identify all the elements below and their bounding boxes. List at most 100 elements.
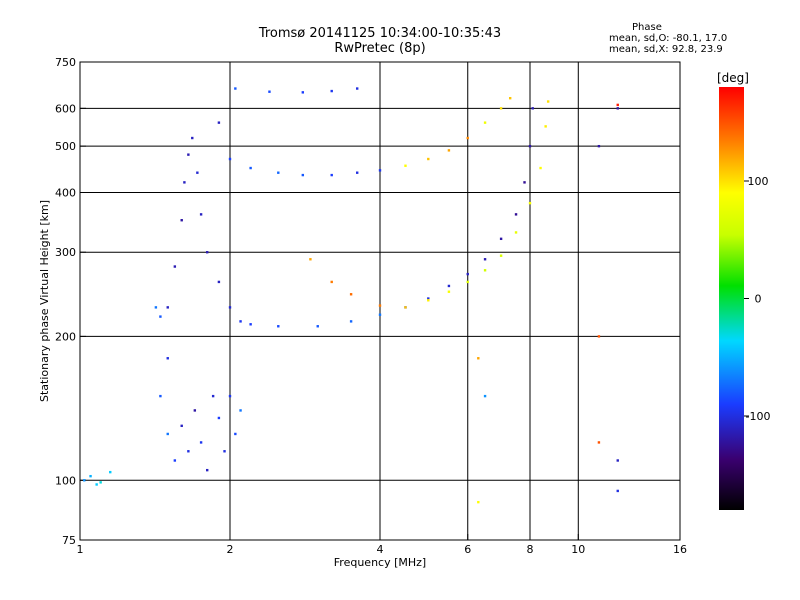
data-point: [466, 280, 469, 284]
data-point: [234, 87, 237, 90]
y-tick-label: 500: [55, 140, 76, 153]
x-tick-label: 4: [377, 543, 384, 556]
data-point: [483, 258, 487, 261]
y-tick-label: 100: [55, 474, 76, 487]
data-point: [223, 450, 226, 453]
y-tick-label: 750: [55, 56, 76, 69]
data-point: [355, 171, 359, 174]
data-point: [427, 157, 430, 161]
chart-title: Tromsø 20141125 10:34:00-10:35:43: [258, 26, 502, 41]
data-point: [466, 136, 469, 140]
data-point: [301, 91, 305, 94]
data-point: [109, 470, 112, 474]
data-point: [477, 357, 480, 360]
chart-subtitle: RwPretec (8p): [334, 41, 426, 56]
x-tick-label: 10: [571, 543, 585, 556]
data-point: [499, 107, 503, 110]
data-point: [483, 121, 487, 124]
data-point: [83, 479, 86, 482]
data-point: [447, 284, 451, 288]
data-point: [316, 325, 319, 328]
data-point: [597, 441, 601, 444]
data-point: [477, 500, 480, 504]
data-point: [234, 432, 237, 436]
colorbar-ticks: 100 0 -100: [744, 175, 770, 423]
x-tick-label: 16: [673, 543, 687, 556]
data-point: [616, 103, 619, 107]
data-point: [277, 325, 280, 328]
data-point: [249, 166, 252, 170]
data-point: [597, 335, 601, 338]
data-point: [193, 409, 197, 412]
data-point: [531, 107, 534, 110]
data-point: [499, 254, 503, 257]
x-axis-label: Frequency [MHz]: [334, 556, 426, 569]
data-point: [239, 409, 242, 412]
y-tick-label: 300: [55, 246, 76, 259]
data-point: [166, 306, 169, 309]
data-point: [277, 171, 280, 174]
x-tick-label: 2: [227, 543, 234, 556]
data-point: [447, 149, 451, 152]
phase-o-stats: mean, sd,O: -80.1, 17.0: [609, 33, 728, 44]
data-point: [330, 89, 333, 93]
data-point: [173, 459, 177, 462]
colorbar-tick-label: -100: [746, 410, 771, 423]
colorbar-label: [deg]: [717, 71, 749, 85]
data-point: [466, 272, 469, 276]
data-point: [499, 237, 503, 241]
data-point: [427, 299, 430, 302]
data-point: [166, 432, 169, 436]
data-point: [205, 251, 209, 254]
data-point: [616, 107, 619, 110]
data-point: [349, 320, 353, 323]
data-point: [514, 231, 518, 234]
data-point: [228, 394, 232, 398]
data-point: [159, 315, 162, 318]
data-point: [349, 293, 353, 296]
data-point: [239, 320, 242, 323]
data-point: [99, 481, 102, 484]
data-point: [514, 213, 518, 216]
data-point: [330, 173, 333, 177]
phase-x-stats: mean, sd,X: 92.8, 23.9: [609, 44, 723, 55]
x-tick-label: 8: [527, 543, 534, 556]
phase-heading: Phase: [632, 22, 662, 33]
data-point: [483, 394, 487, 398]
y-tick-label: 75: [62, 534, 76, 547]
y-tick-label: 200: [55, 330, 76, 343]
data-point: [539, 166, 542, 170]
data-point: [355, 87, 359, 90]
data-point: [217, 121, 221, 124]
data-point: [205, 468, 209, 472]
data-point: [196, 171, 199, 174]
data-point: [309, 258, 312, 261]
data-point: [378, 304, 382, 307]
data-point: [187, 153, 190, 156]
data-point: [187, 450, 190, 453]
grid-lines: [80, 62, 680, 540]
data-point: [546, 100, 550, 103]
data-point: [159, 394, 162, 398]
data-point: [249, 323, 252, 326]
data-point: [154, 306, 158, 309]
data-point: [378, 169, 382, 172]
y-axis-label: Stationary phase Virtual Height [km]: [38, 200, 51, 402]
data-point: [301, 173, 305, 177]
x-tick-label: 6: [464, 543, 471, 556]
data-point: [508, 96, 512, 100]
data-point: [597, 144, 601, 148]
data-point: [427, 297, 430, 300]
data-point: [89, 474, 92, 478]
data-point: [199, 213, 203, 216]
data-point: [217, 280, 221, 284]
data-point: [528, 144, 532, 148]
data-points: [83, 87, 619, 504]
colorbar: [719, 87, 744, 510]
data-point: [483, 269, 487, 272]
data-point: [616, 489, 619, 493]
data-point: [404, 306, 407, 309]
data-point: [191, 136, 194, 140]
y-axis-ticks: 75 100 200 300 400 500 600 750: [55, 56, 86, 547]
